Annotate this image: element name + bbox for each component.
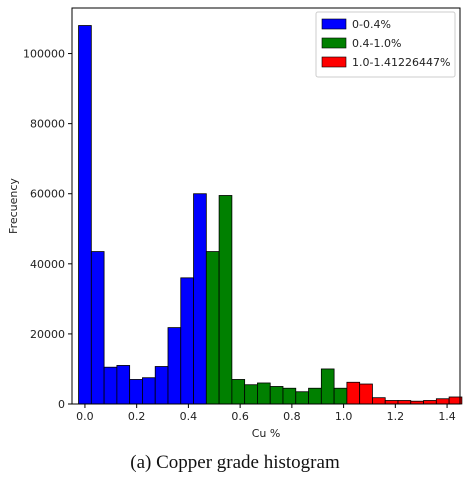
figure-caption: (a) Copper grade histogram <box>130 452 340 473</box>
bars-layer <box>78 25 463 405</box>
histogram-bar <box>129 379 143 405</box>
histogram-bar <box>90 251 105 405</box>
histogram-bar <box>231 379 246 405</box>
x-tick-label: 1.2 <box>387 410 405 423</box>
histogram-bar <box>346 381 361 405</box>
legend-label: 0-0.4% <box>352 18 391 31</box>
histogram-bar <box>180 277 194 405</box>
histogram-bar <box>103 366 118 405</box>
legend-swatch <box>321 56 347 68</box>
histogram-bar <box>142 377 156 405</box>
legend-swatch <box>321 18 347 30</box>
histogram-bar <box>372 397 386 405</box>
histogram-bar <box>218 195 233 405</box>
x-axis-label: Cu % <box>252 427 281 440</box>
x-tick-label: 0.4 <box>180 410 198 423</box>
x-tick-label: 1.0 <box>335 410 353 423</box>
x-tick-label: 0.0 <box>76 410 94 423</box>
histogram-bar <box>78 25 92 405</box>
histogram-chart: 0.0 0.2 0.4 0.6 0.8 1.0 1.2 1.4 0 20000 40000 60000… <box>7 7 463 440</box>
plot-frame <box>71 7 461 405</box>
y-tick-label: 40000 <box>30 258 65 271</box>
histogram-bar <box>435 398 450 405</box>
histogram-bar <box>295 391 309 405</box>
histogram-bar <box>269 386 284 405</box>
histogram-bar <box>397 400 412 405</box>
legend-label: 1.0-1.41226447% <box>352 56 450 69</box>
x-tick-label: 1.4 <box>438 410 456 423</box>
histogram-bar <box>244 384 258 405</box>
histogram-bar <box>308 387 322 405</box>
histogram-bar <box>154 366 169 405</box>
x-tick-label: 0.6 <box>231 410 249 423</box>
y-tick-label: 100000 <box>23 48 65 61</box>
histogram-bar <box>333 387 348 405</box>
legend-label: 0.4-1.0% <box>352 37 401 50</box>
histogram-bar <box>193 193 207 405</box>
histogram-bar <box>167 327 182 405</box>
x-tick-label: 0.2 <box>128 410 146 423</box>
legend-swatch <box>321 37 347 49</box>
histogram-bar <box>116 365 131 405</box>
y-tick-label: 0 <box>58 398 65 411</box>
legend-box <box>315 11 456 78</box>
y-tick-label: 60000 <box>30 188 65 201</box>
axes-layer: 0.0 0.2 0.4 0.6 0.8 1.0 1.2 1.4 0 20000 40000 60000… <box>23 7 461 423</box>
histogram-bar <box>320 368 335 405</box>
histogram-bar <box>423 400 437 405</box>
y-tick-label: 20000 <box>30 328 65 341</box>
y-axis-label: Frecuency <box>7 178 20 234</box>
histogram-bar <box>205 251 220 405</box>
y-tick-label: 80000 <box>30 118 65 131</box>
histogram-bar <box>359 383 373 405</box>
legend: 0-0.4% 0.4-1.0% 1.0-1.41226447% <box>315 11 456 78</box>
histogram-bar <box>282 387 297 405</box>
histogram-bar <box>257 382 271 405</box>
histogram-bar <box>384 400 399 405</box>
x-tick-label: 0.8 <box>283 410 301 423</box>
